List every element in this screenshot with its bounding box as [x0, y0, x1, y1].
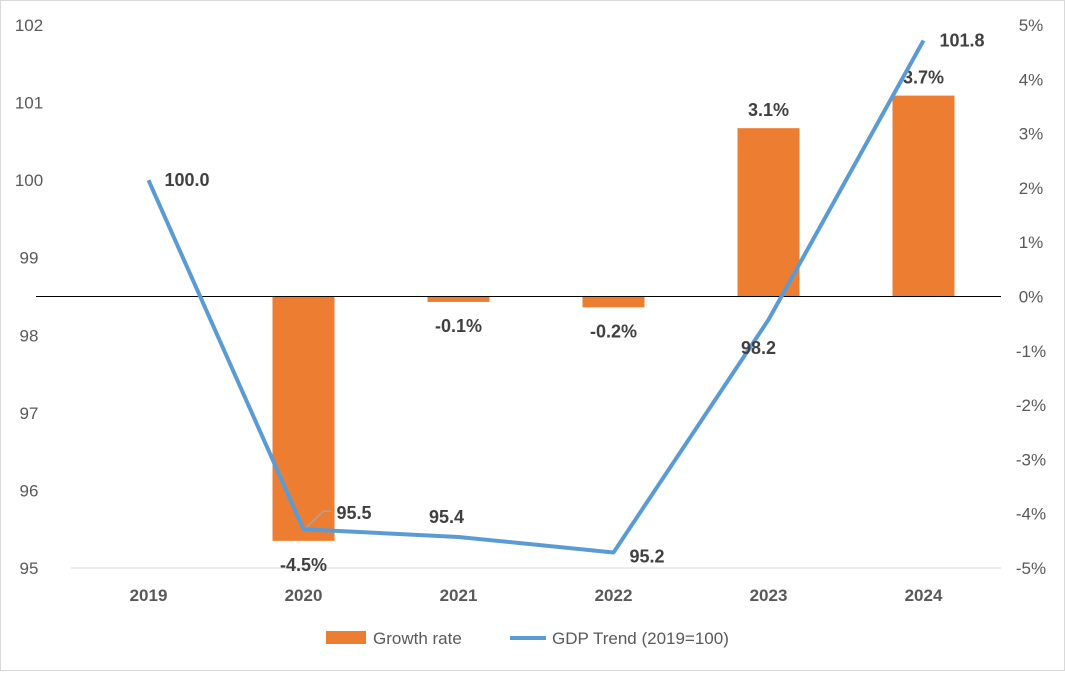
right-axis-tick-label: 4% [1019, 70, 1044, 89]
legend-swatch-growth-rate [326, 631, 366, 644]
right-axis-tick-label: 2% [1019, 179, 1044, 198]
bar-data-label: -4.5% [280, 555, 327, 575]
bar-growth-2021 [427, 296, 490, 302]
legend-label-growth-rate: Growth rate [373, 629, 462, 648]
left-axis-tick-label: 98 [20, 326, 39, 345]
left-axis-tick-label: 96 [20, 481, 39, 500]
leader-line [305, 510, 332, 528]
right-axis-tick-label: 1% [1019, 233, 1044, 252]
left-axis-tick-label: 101 [15, 94, 43, 113]
right-axis-tick-label: -4% [1016, 505, 1046, 524]
bar-growth-2020 [272, 296, 335, 541]
gdp-trend-line [146, 39, 926, 555]
left-axis-tick-label: 97 [20, 404, 39, 423]
bar-growth-2022 [582, 296, 645, 308]
right-axis-tick-label: -2% [1016, 396, 1046, 415]
line-data-label: 95.5 [337, 503, 372, 523]
right-axis-tick-label: -5% [1016, 559, 1046, 578]
right-axis-tick-label: 5% [1019, 16, 1044, 35]
bar-growth-2023 [737, 128, 800, 297]
line-data-label: 95.2 [630, 546, 665, 566]
x-axis-tick-label: 2019 [130, 586, 168, 605]
x-axis-tick-label: 2022 [595, 586, 633, 605]
bar-data-label: -0.2% [590, 321, 637, 341]
left-axis-tick-label: 99 [20, 249, 39, 268]
bar-data-label: -0.1% [435, 316, 482, 336]
line-data-label: 98.2 [741, 338, 776, 358]
left-axis-tick-label: 100 [15, 171, 43, 190]
left-axis-tick-label: 102 [15, 16, 43, 35]
x-axis-tick-label: 2024 [905, 586, 943, 605]
x-axis-tick-label: 2023 [750, 586, 788, 605]
left-axis-tick-label: 95 [20, 559, 39, 578]
bar-data-label: 3.7% [903, 68, 944, 88]
right-axis-tick-label: -1% [1016, 342, 1046, 361]
x-axis-tick-label: 2021 [440, 586, 478, 605]
x-axis-tick-label: 2020 [285, 586, 323, 605]
right-axis-tick-label: -3% [1016, 450, 1046, 469]
line-data-label: 101.8 [940, 31, 985, 51]
right-axis-tick-label: 0% [1019, 288, 1044, 307]
bar-growth-2024 [892, 95, 955, 297]
legend-label-gdp-trend: GDP Trend (2019=100) [552, 629, 729, 648]
line-data-label: 100.0 [165, 170, 210, 190]
right-axis-tick-label: 3% [1019, 125, 1044, 144]
line-data-label: 95.4 [429, 507, 464, 527]
bar-data-label: 3.1% [748, 100, 789, 120]
